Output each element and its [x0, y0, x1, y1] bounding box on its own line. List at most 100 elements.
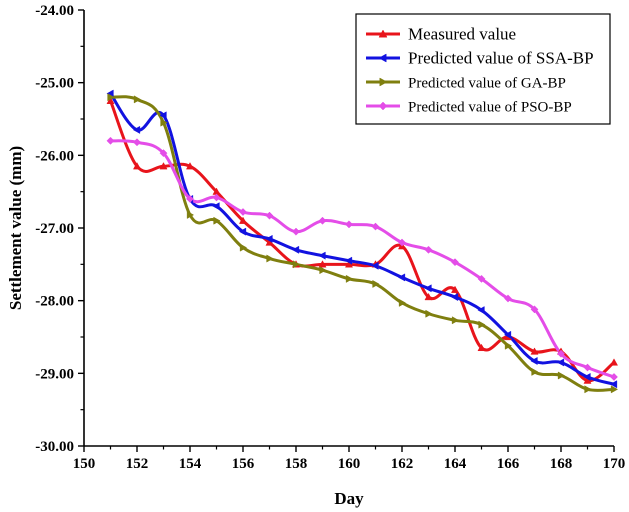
legend-item: Predicted value of SSA-BP: [366, 49, 594, 68]
data-point: [132, 162, 142, 170]
series-line-3: [110, 95, 615, 392]
series-markers-3: [107, 93, 619, 394]
data-point: [239, 243, 248, 252]
data-point: [266, 254, 274, 263]
legend-box: [355, 13, 611, 125]
legend-swatch-marker: [378, 53, 387, 63]
data-point: [424, 284, 432, 293]
y-tick-label: -24.00: [35, 3, 74, 19]
y-tick-label: -30.00: [35, 439, 74, 455]
data-point: [212, 193, 221, 202]
data-point: [557, 371, 566, 380]
data-point: [292, 260, 301, 269]
data-point: [186, 194, 194, 203]
data-point: [292, 227, 300, 236]
x-tick-label: 166: [497, 456, 520, 472]
data-point: [530, 356, 538, 366]
x-axis-title: Day: [334, 489, 364, 508]
y-tick-label: -28.00: [35, 294, 74, 310]
data-point: [159, 149, 168, 158]
x-tick-label: 162: [391, 456, 414, 472]
y-tick-label: -26.00: [35, 148, 74, 164]
data-point: [345, 274, 354, 283]
data-point: [530, 305, 539, 314]
data-point: [531, 367, 539, 376]
x-tick-label: 168: [550, 456, 573, 472]
y-tick-label: -29.00: [35, 366, 74, 382]
data-point: [160, 118, 168, 127]
x-tick-label: 160: [338, 456, 361, 472]
data-point: [504, 294, 512, 303]
data-point: [424, 245, 433, 254]
series-line-1: [109, 100, 615, 383]
x-tick-label: 152: [126, 456, 149, 472]
x-tick-label: 158: [285, 456, 308, 472]
legend-item: Predicted value of GA-BP: [366, 76, 566, 92]
legend: Measured value Predicted value of SSA-BP P…: [355, 13, 611, 125]
y-tick-label: -25.00: [35, 76, 74, 92]
series-line-4: [110, 139, 615, 379]
x-tick-label: 154: [179, 456, 202, 472]
data-point: [556, 358, 565, 367]
legend-label: Predicted value of PSO-BP: [408, 100, 572, 116]
data-point: [398, 298, 407, 307]
y-tick-label: -27.00: [35, 221, 74, 237]
data-point: [451, 316, 460, 325]
legend-swatch-marker: [379, 77, 388, 87]
data-point: [291, 245, 300, 254]
data-point: [345, 220, 353, 229]
data-point: [265, 211, 274, 220]
data-point: [477, 274, 486, 283]
series-markers-2: [106, 89, 618, 389]
data-point: [583, 372, 591, 381]
data-point: [557, 349, 565, 358]
x-tick-label: 170: [603, 456, 626, 472]
data-point: [397, 273, 406, 282]
data-point: [583, 363, 592, 372]
data-point: [107, 93, 115, 102]
data-point: [450, 293, 459, 302]
data-point: [504, 341, 513, 350]
legend-item: Measured value: [366, 25, 516, 44]
data-point: [610, 385, 619, 394]
data-point: [610, 373, 618, 381]
data-point: [398, 238, 406, 247]
legend-label: Measured value: [408, 25, 516, 44]
data-point: [478, 320, 486, 329]
x-tick-label: 164: [444, 456, 467, 472]
data-point: [530, 347, 539, 355]
data-point: [371, 261, 379, 270]
data-point: [238, 227, 247, 236]
data-point: [477, 306, 485, 315]
y-axis-title: Settlement value (mm): [6, 146, 25, 310]
series-markers-1: [106, 96, 619, 384]
data-point: [318, 251, 326, 260]
axes: [78, 9, 615, 452]
data-point: [133, 138, 141, 147]
data-point: [450, 285, 460, 293]
data-point: [239, 208, 247, 216]
data-point: [132, 125, 141, 134]
data-point: [371, 222, 380, 231]
data-point: [133, 95, 142, 104]
data-point: [318, 260, 327, 268]
series-markers-4: [106, 136, 618, 381]
data-point: [372, 279, 380, 288]
data-point: [238, 216, 248, 224]
data-point: [451, 258, 459, 267]
tick-labels: 150 152 154 156 158 160 162 164 166 168 170 -24.00 -…: [35, 3, 625, 472]
data-point: [213, 216, 221, 225]
data-point: [584, 385, 592, 394]
legend-label: Predicted value of SSA-BP: [408, 49, 594, 68]
data-point: [425, 309, 433, 318]
legend-item: Predicted value of PSO-BP: [366, 100, 572, 116]
data-point: [185, 162, 195, 170]
x-tick-label: 150: [73, 456, 96, 472]
data-point: [609, 358, 619, 366]
data-point: [186, 210, 195, 219]
data-point: [159, 162, 168, 170]
series-markers: [106, 89, 619, 394]
legend-label: Predicted value of GA-BP: [408, 76, 566, 92]
data-point: [609, 380, 618, 389]
